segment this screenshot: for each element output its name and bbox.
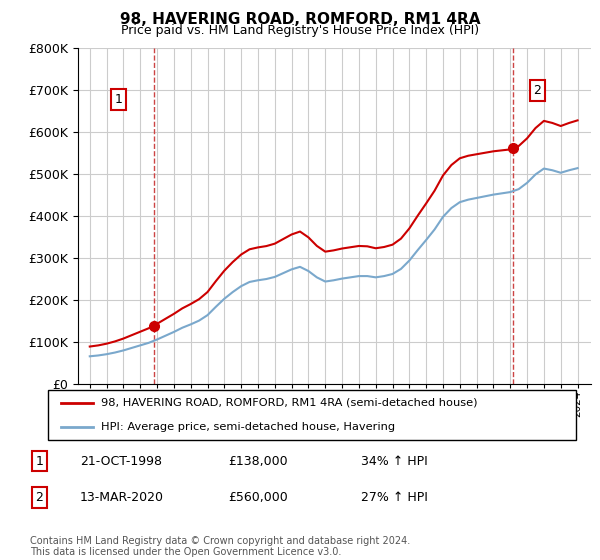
FancyBboxPatch shape	[48, 390, 576, 440]
Text: 2: 2	[533, 84, 541, 97]
Text: 27% ↑ HPI: 27% ↑ HPI	[361, 491, 428, 504]
Text: £138,000: £138,000	[229, 455, 289, 468]
Text: 34% ↑ HPI: 34% ↑ HPI	[361, 455, 428, 468]
Text: 98, HAVERING ROAD, ROMFORD, RM1 4RA: 98, HAVERING ROAD, ROMFORD, RM1 4RA	[120, 12, 480, 27]
Text: 1: 1	[115, 93, 123, 106]
Text: 13-MAR-2020: 13-MAR-2020	[80, 491, 164, 504]
Text: Price paid vs. HM Land Registry's House Price Index (HPI): Price paid vs. HM Land Registry's House …	[121, 24, 479, 37]
Text: £560,000: £560,000	[229, 491, 289, 504]
Text: 1: 1	[35, 455, 43, 468]
Text: 98, HAVERING ROAD, ROMFORD, RM1 4RA (semi-detached house): 98, HAVERING ROAD, ROMFORD, RM1 4RA (sem…	[101, 398, 478, 408]
Text: HPI: Average price, semi-detached house, Havering: HPI: Average price, semi-detached house,…	[101, 422, 395, 432]
Text: 21-OCT-1998: 21-OCT-1998	[80, 455, 161, 468]
Text: 2: 2	[35, 491, 43, 504]
Text: Contains HM Land Registry data © Crown copyright and database right 2024.
This d: Contains HM Land Registry data © Crown c…	[30, 535, 410, 557]
